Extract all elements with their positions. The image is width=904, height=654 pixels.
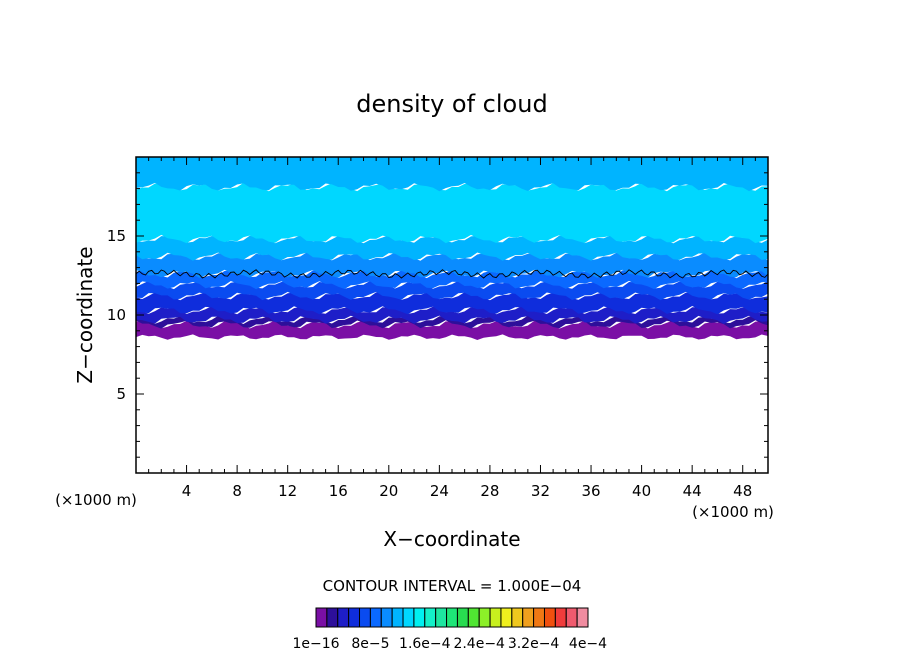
x-tick-label: 20 <box>379 482 398 500</box>
x-tick-label: 12 <box>278 482 297 500</box>
colorbar-label: 1.6e−4 <box>399 636 451 652</box>
x-tick-label: 40 <box>632 482 651 500</box>
colorbar-label: 1e−16 <box>292 636 339 652</box>
colorbar-swatch <box>380 607 393 628</box>
colorbar-swatch <box>511 607 524 628</box>
y-axis: 5 10 15 <box>107 156 768 474</box>
colorbar-swatch <box>456 607 469 628</box>
x-tick-label: 48 <box>733 482 752 500</box>
colorbar-label: 3.2e−4 <box>508 636 560 652</box>
colorbar-labels: 1e−16 8e−5 1.6e−4 2.4e−4 3.2e−4 4e−4 <box>292 636 607 652</box>
colorbar-swatch <box>565 607 578 628</box>
x-tick-label: 28 <box>480 482 499 500</box>
colorbar <box>315 607 589 628</box>
colorbar-swatch <box>446 607 458 628</box>
x-tick-label: 36 <box>581 482 600 500</box>
density-layer-0 <box>136 320 768 340</box>
x-axis-label: X−coordinate <box>383 527 520 551</box>
colorbar-swatch <box>326 607 339 628</box>
x-unit-left: (×1000 m) <box>55 491 137 509</box>
colorbar-label: 2.4e−4 <box>453 636 505 652</box>
contour-line <box>136 269 768 279</box>
x-tick-label: 16 <box>329 482 348 500</box>
colorbar-swatch <box>424 607 437 628</box>
colorbar-swatch <box>500 607 513 628</box>
x-axis: 4 8 12 16 20 24 28 32 36 40 44 48 <box>135 157 769 500</box>
colorbar-swatch <box>478 607 491 628</box>
colorbar-label: 4e−4 <box>569 636 607 652</box>
x-tick-label: 4 <box>182 482 192 500</box>
colorbar-swatch <box>402 607 415 628</box>
y-tick-label: 10 <box>107 306 126 324</box>
density-layer-6 <box>136 252 768 278</box>
colorbar-swatch <box>543 607 556 628</box>
colorbar-swatch <box>533 607 545 628</box>
y-tick-label: 15 <box>107 227 126 245</box>
density-layer-4 <box>136 280 768 301</box>
colorbar-swatch <box>413 607 426 628</box>
colorbar-swatch <box>576 607 589 628</box>
colorbar-swatch <box>467 607 480 628</box>
x-tick-label: 44 <box>683 482 702 500</box>
y-tick-label: 5 <box>116 385 126 403</box>
density-layer-2 <box>136 306 768 324</box>
colorbar-swatch <box>391 607 404 628</box>
density-field <box>136 157 768 340</box>
colorbar-swatch <box>435 607 448 628</box>
contour-lines <box>136 269 768 279</box>
colorbar-swatch <box>489 607 502 628</box>
x-tick-label: 8 <box>232 482 242 500</box>
contour-interval-label: CONTOUR INTERVAL = 1.000E−04 <box>323 577 582 595</box>
x-tick-label: 24 <box>430 482 449 500</box>
density-layer-1 <box>136 315 768 329</box>
colorbar-swatch <box>359 607 371 628</box>
density-layer-5 <box>136 269 768 290</box>
colorbar-swatch <box>315 607 328 628</box>
colorbar-swatch <box>554 607 567 628</box>
x-unit-right: (×1000 m) <box>692 503 774 521</box>
density-layer-9 <box>136 157 768 192</box>
density-layer-7 <box>136 235 768 261</box>
colorbar-swatch <box>522 607 535 628</box>
colorbar-label: 8e−5 <box>351 636 389 652</box>
x-tick-label: 32 <box>531 482 550 500</box>
colorbar-swatch <box>337 607 350 628</box>
y-axis-label: Z−coordinate <box>73 246 97 383</box>
colorbar-swatch <box>348 607 361 628</box>
chart-title: density of cloud <box>356 90 547 118</box>
colorbar-swatch <box>369 607 382 628</box>
density-layer-8 <box>136 182 768 244</box>
